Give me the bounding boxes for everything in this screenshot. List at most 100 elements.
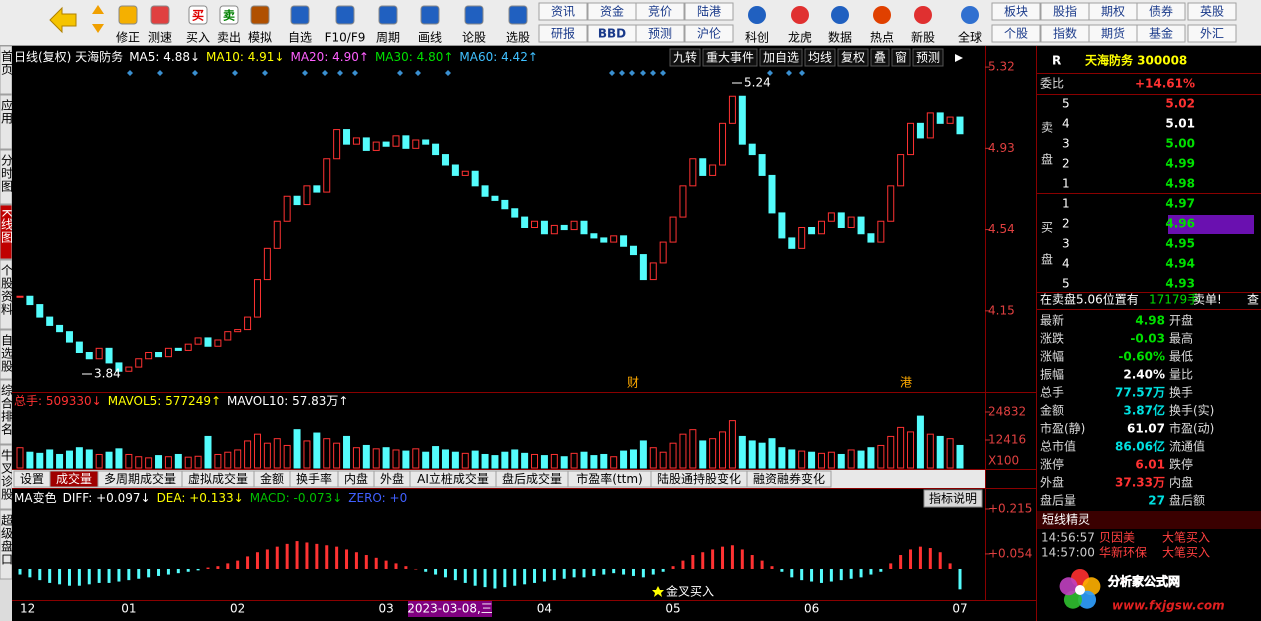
toolbar-button-label[interactable]: 画线 <box>418 31 442 45</box>
event-marker[interactable] <box>660 70 666 76</box>
menu-button[interactable] <box>684 24 734 43</box>
toolbar-icon[interactable] <box>250 5 270 25</box>
chart-button[interactable] <box>912 48 944 67</box>
indicator-tab-label[interactable]: 融资融券变化 <box>753 471 825 486</box>
chart-button[interactable] <box>870 48 890 67</box>
toolbar-icon[interactable] <box>508 5 528 25</box>
event-marker[interactable] <box>650 70 656 76</box>
indicator-tab-label[interactable]: 换手率 <box>296 471 332 486</box>
toolbar-button-label[interactable]: 修正 <box>116 30 140 45</box>
toolbar-icon[interactable] <box>464 5 484 25</box>
toolbar-icon[interactable] <box>961 6 979 24</box>
toolbar-button-label[interactable]: 测速 <box>148 31 172 45</box>
menu-button-label[interactable]: 股指 <box>1053 4 1077 19</box>
event-marker[interactable] <box>619 70 625 76</box>
chart-button-label[interactable]: 重大事件 <box>706 51 754 65</box>
menu-button[interactable] <box>635 2 685 21</box>
menu-button[interactable] <box>538 2 588 21</box>
menu-button-label[interactable]: 预测 <box>648 27 672 41</box>
toolbar-icon[interactable] <box>831 6 849 24</box>
toolbar-icon[interactable] <box>791 6 809 24</box>
event-marker[interactable] <box>157 70 163 76</box>
sidebar-tab-label[interactable]: 牛叉诊股 <box>0 448 14 501</box>
menu-button-label[interactable]: 期权 <box>1101 5 1125 19</box>
menu-button[interactable] <box>1187 2 1237 21</box>
up-button[interactable] <box>92 5 104 14</box>
menu-button-label[interactable]: 债券 <box>1149 4 1173 19</box>
chart-button[interactable] <box>759 48 803 67</box>
toolbar-button-label[interactable]: F10/F9 <box>325 31 366 45</box>
indicator-tab-label[interactable]: 市盈率(ttm) <box>576 471 642 486</box>
menu-button[interactable] <box>635 24 685 43</box>
event-marker[interactable] <box>322 70 328 76</box>
sidebar-tab-label[interactable]: 应用 <box>0 98 14 125</box>
toolbar-button-label[interactable]: 模拟 <box>248 31 272 45</box>
event-marker[interactable] <box>192 70 198 76</box>
toolbar-icon[interactable] <box>150 5 170 25</box>
menu-button[interactable] <box>1136 2 1186 21</box>
event-marker[interactable] <box>786 70 792 76</box>
indicator-tab[interactable] <box>746 470 832 488</box>
toolbar-icon[interactable] <box>378 5 398 25</box>
chart-button-label[interactable]: 复权 <box>841 51 865 65</box>
toolbar-button-label[interactable]: 热点 <box>870 31 894 45</box>
toolbar-button-label[interactable]: 全球 <box>958 30 982 45</box>
menu-button-label[interactable]: 板块 <box>1004 5 1028 19</box>
toolbar-icon[interactable] <box>748 6 766 24</box>
indicator-tab-label[interactable]: 金额 <box>260 471 284 486</box>
toolbar-button-label[interactable]: 周期 <box>376 31 400 45</box>
event-marker[interactable] <box>629 70 635 76</box>
indicator-tab-label[interactable]: 设置 <box>20 472 44 486</box>
back-button[interactable] <box>49 6 77 34</box>
menu-button-label[interactable]: 基金 <box>1149 26 1173 41</box>
chart-button[interactable] <box>891 48 911 67</box>
indicator-tab-label[interactable]: AI立桩成交量 <box>417 471 489 486</box>
event-marker[interactable] <box>445 70 451 76</box>
menu-button-label[interactable]: 个股 <box>1004 27 1028 41</box>
sidebar-tab-label[interactable]: 首页 <box>0 50 14 76</box>
chart-button[interactable] <box>837 48 869 67</box>
chart-button-label[interactable]: 加自选 <box>763 51 799 65</box>
event-marker[interactable] <box>127 70 133 76</box>
menu-button-label[interactable]: 英股 <box>1200 5 1224 19</box>
toolbar-icon[interactable] <box>335 5 355 25</box>
chart-button[interactable] <box>804 48 836 67</box>
event-marker[interactable] <box>302 70 308 76</box>
event-marker[interactable] <box>232 70 238 76</box>
indicator-help-label[interactable]: 指标说明 <box>929 491 977 506</box>
chart-button-label[interactable]: 预测 <box>916 51 940 65</box>
toolbar-button-label[interactable]: 新股 <box>911 30 935 45</box>
sidebar-tab-label[interactable]: 分时图 <box>0 154 14 193</box>
chart-button[interactable] <box>702 48 758 67</box>
indicator-tab-label[interactable]: 成交量 <box>56 471 92 486</box>
event-marker[interactable] <box>609 70 615 76</box>
menu-button-label[interactable]: 研报 <box>551 26 575 41</box>
menu-button[interactable] <box>684 2 734 21</box>
event-marker[interactable] <box>397 70 403 76</box>
menu-button-label[interactable]: 资金 <box>600 4 624 19</box>
event-marker[interactable] <box>337 70 343 76</box>
toolbar-button-label[interactable]: 自选 <box>288 31 312 45</box>
toolbar-icon[interactable] <box>420 5 440 25</box>
menu-button-label[interactable]: 沪伦 <box>697 26 721 41</box>
order-alert-link[interactable]: 查 <box>1247 293 1259 307</box>
toolbar-button-label[interactable]: 选股 <box>506 31 530 45</box>
toolbar-button-label[interactable]: 龙虎 <box>788 31 812 45</box>
chart-button-label[interactable]: 均线 <box>808 51 832 65</box>
toolbar-button-label[interactable]: 数据 <box>828 30 852 45</box>
menu-button[interactable] <box>1136 24 1186 43</box>
menu-button-label[interactable]: 资讯 <box>551 5 575 19</box>
toolbar-button-label[interactable]: 买入 <box>186 31 210 45</box>
toolbar-icon[interactable] <box>188 5 208 25</box>
toolbar-icon[interactable] <box>914 6 932 24</box>
event-marker[interactable] <box>415 70 421 76</box>
toolbar-button-label[interactable]: 卖出 <box>217 31 241 45</box>
indicator-help-button[interactable] <box>923 489 983 508</box>
toolbar-button-label[interactable]: 科创 <box>745 31 769 45</box>
sidebar-tab-label[interactable]: 自选股 <box>0 334 14 373</box>
menu-button[interactable] <box>991 24 1041 43</box>
indicator-tab-label[interactable]: 陆股通持股变化 <box>657 471 741 486</box>
chart-menu-arrow[interactable] <box>955 54 963 62</box>
chart-button[interactable] <box>669 48 701 67</box>
toolbar-icon[interactable] <box>118 5 138 25</box>
